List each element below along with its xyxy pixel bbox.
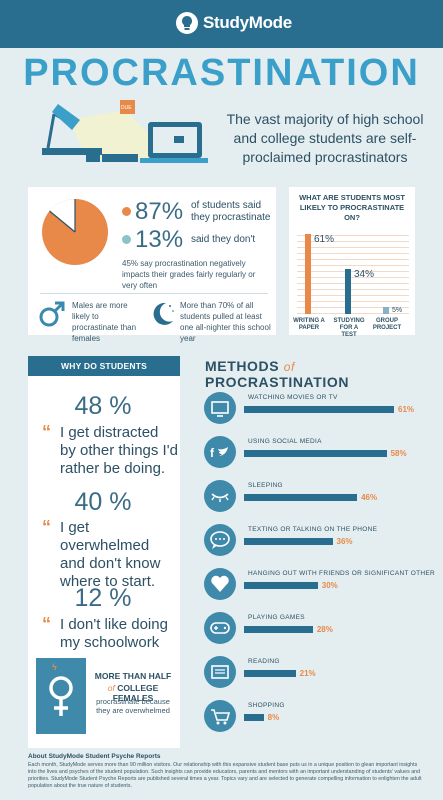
method-bar: [244, 494, 358, 501]
stat-87-text: of students said they procrastinate: [191, 200, 271, 223]
female-line-2: of COLLEGE FEMALES: [107, 683, 159, 703]
method-bar: [244, 450, 387, 457]
lightbulb-logo-icon: [176, 12, 198, 34]
social-media-icon: f: [204, 436, 236, 468]
allnighter-stat: More than 70% of all students pulled at …: [180, 301, 271, 343]
svg-text:f: f: [210, 446, 215, 460]
shopping-cart-icon: [204, 700, 236, 732]
likely-bar-value: 61%: [314, 234, 335, 245]
moon-icon: [153, 302, 174, 325]
game-controller-icon: [204, 612, 236, 644]
likely-bar-value: 34%: [354, 269, 375, 281]
female-box: [36, 658, 86, 734]
stat-87-percent: 87%: [135, 198, 184, 225]
quote-mark-icon: “: [42, 614, 51, 634]
likely-bar: [305, 234, 311, 314]
likely-bar-label: STUDYING FOR A TEST: [333, 318, 365, 338]
tv-icon: [204, 392, 236, 424]
subtitle: The vast majority of high school and col…: [226, 111, 424, 165]
female-line-3: procrastinate because they are overwhelm…: [96, 697, 170, 715]
book-icon: [204, 656, 236, 688]
method-value: 28%: [316, 625, 333, 634]
why-text-1: I get distracted by other things I'd rat…: [60, 424, 178, 477]
likely-bar-value: 5%: [392, 307, 403, 315]
method-label: WATCHING MOVIES OR TV: [248, 394, 338, 401]
method-label: TEXTING OR TALKING ON THE PHONE: [248, 526, 378, 533]
method-bar: [244, 582, 318, 589]
divider: [40, 293, 268, 294]
method-label: PLAYING GAMES: [248, 614, 305, 621]
males-stat: Males are more likely to procrastinate t…: [72, 301, 137, 343]
notebook-lines: [297, 230, 409, 318]
method-bar: [244, 406, 394, 413]
method-bar: [244, 714, 264, 721]
quote-mark-icon: “: [42, 517, 51, 537]
lightning-icon: ϟ: [52, 662, 57, 672]
why-value-1: 48 %: [74, 392, 132, 420]
why-text-3: I don't like doing my schoolwork: [60, 616, 168, 651]
female-symbol-icon: [49, 676, 73, 716]
method-value: 46%: [361, 493, 378, 502]
due-sticky-note: DUE: [121, 105, 132, 111]
method-bar: [244, 670, 296, 677]
female-line-1: MORE THAN HALF: [94, 671, 172, 681]
why-text-2: I get overwhelmed and don't know where t…: [60, 519, 161, 590]
most-likely-title: WHAT ARE STUDENTS MOST LIKELY TO PROCRAS…: [299, 193, 405, 222]
method-label: SHOPPING: [248, 702, 285, 709]
footer-text: Each month, StudyMode serves more than 9…: [28, 762, 422, 789]
stat-13-percent: 13%: [135, 226, 184, 253]
logo-text: StudyMode: [203, 13, 292, 32]
methods-title: METHODS of PROCRASTINATION: [205, 358, 350, 390]
male-symbol-icon: [39, 301, 65, 327]
likely-bar: [383, 307, 389, 314]
why-value-2: 40 %: [74, 488, 132, 516]
pie-chart: [42, 198, 108, 265]
method-value: 30%: [321, 581, 338, 590]
method-bar: [244, 538, 333, 545]
method-value: 21%: [299, 669, 316, 678]
method-value: 36%: [336, 537, 353, 546]
likely-bar: [345, 269, 351, 314]
teal-legend-dot: [122, 235, 131, 244]
heart-icon: [204, 568, 236, 600]
method-label: SLEEPING: [248, 482, 283, 489]
method-label: READING: [248, 658, 280, 665]
header-bar: [0, 0, 443, 48]
why-title: WHY DO STUDENTS PROCRASTINATE?: [28, 356, 180, 391]
likely-bar-label: WRITING A PAPER: [293, 318, 325, 331]
quote-mark-icon: “: [42, 422, 51, 442]
method-value: 8%: [267, 713, 280, 722]
footer-title: About StudyMode Student Psyche Reports: [28, 753, 161, 760]
method-label: HANGING OUT WITH FRIENDS OR SIGNIFICANT …: [248, 570, 435, 577]
sleeping-eye-icon: [204, 480, 236, 512]
why-value-3: 12 %: [74, 584, 132, 612]
method-value: 61%: [398, 405, 415, 414]
page-title: PROCRASTINATION: [23, 52, 420, 94]
likely-bar-label: GROUP PROJECT: [372, 318, 402, 331]
method-value: 58%: [390, 449, 407, 458]
method-label: USING SOCIAL MEDIA: [248, 438, 322, 445]
stat-13-text: said they don't: [191, 234, 256, 245]
desk-lamp-illustration: DUE: [42, 100, 208, 163]
method-bar: [244, 626, 313, 633]
orange-legend-dot: [122, 207, 131, 216]
impact-note: 45% say procrastination negatively impac…: [122, 259, 256, 290]
chat-bubble-icon: [204, 524, 236, 556]
